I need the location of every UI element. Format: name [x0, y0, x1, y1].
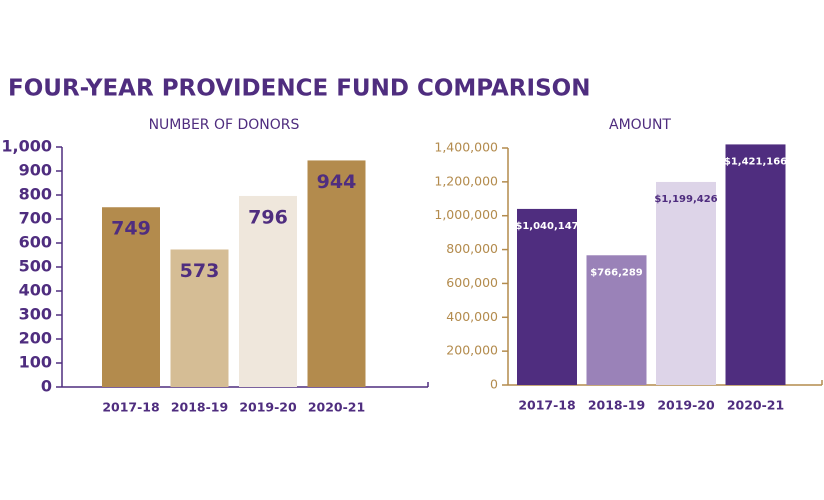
x-tick-label: 2020-21: [727, 398, 784, 413]
y-tick-label: 400,000: [446, 309, 498, 324]
y-tick-label: 1,000,000: [434, 207, 498, 222]
x-tick-label: 2019-20: [239, 400, 297, 415]
value-label: $1,040,147: [515, 221, 578, 232]
bar: [239, 195, 297, 387]
value-label: 944: [317, 171, 357, 193]
y-tick-label: 700: [19, 209, 52, 228]
value-label: $1,421,166: [724, 156, 787, 167]
x-tick-label: 2017-18: [518, 398, 575, 413]
y-tick-label: 600,000: [446, 275, 498, 290]
y-tick-label: 1,000: [1, 137, 52, 156]
chart-title: NUMBER OF DONORS: [149, 117, 300, 133]
y-tick-label: 800,000: [446, 241, 498, 256]
y-tick-label: 500: [19, 257, 52, 276]
chart-title: AMOUNT: [609, 117, 671, 133]
bar: [656, 181, 716, 385]
x-tick-label: 2020-21: [308, 400, 365, 415]
value-label: 573: [180, 260, 220, 282]
value-label: 796: [248, 206, 288, 228]
y-tick-label: 1,200,000: [434, 173, 498, 188]
value-label: $766,289: [590, 267, 643, 278]
bar: [102, 207, 160, 387]
bar: [517, 208, 577, 385]
bar: [586, 255, 647, 385]
y-tick-label: 0: [41, 377, 52, 396]
x-tick-label: 2019-20: [657, 398, 715, 413]
x-tick-label: 2017-18: [102, 400, 159, 415]
bar: [307, 160, 366, 387]
y-tick-label: 100: [19, 353, 52, 372]
y-tick-label: 300: [19, 305, 52, 324]
y-tick-label: 900: [19, 161, 52, 180]
bar: [170, 249, 229, 387]
value-label: 749: [111, 218, 151, 240]
y-tick-label: 200: [19, 329, 52, 348]
bar: [725, 144, 786, 385]
y-tick-label: 600: [19, 233, 52, 252]
x-tick-label: 2018-19: [171, 400, 228, 415]
y-tick-label: 0: [490, 377, 498, 392]
y-tick-label: 800: [19, 185, 52, 204]
y-tick-label: 200,000: [446, 343, 498, 358]
y-tick-label: 1,400,000: [434, 140, 498, 155]
value-label: $1,199,426: [654, 194, 717, 205]
page-title: FOUR-YEAR PROVIDENCE FUND COMPARISON: [8, 76, 590, 102]
y-tick-label: 400: [19, 281, 52, 300]
x-tick-label: 2018-19: [588, 398, 645, 413]
